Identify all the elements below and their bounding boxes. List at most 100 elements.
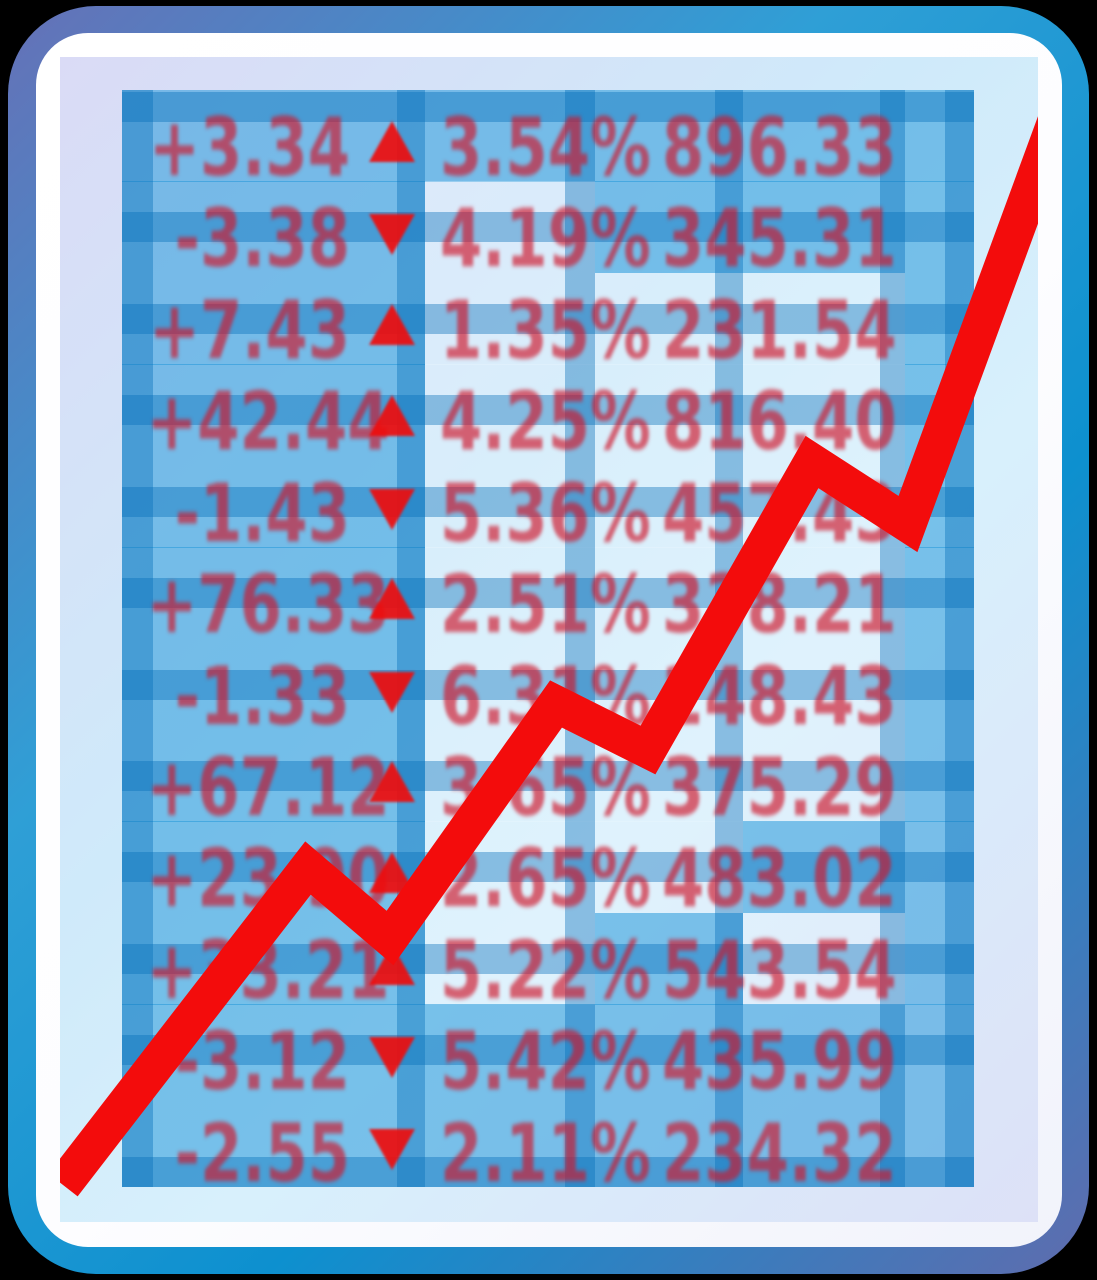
change-value: -1.33 — [174, 649, 350, 743]
arrow-down-icon — [369, 214, 415, 256]
change-value: +76.33 — [146, 558, 390, 652]
arrow-up-icon — [369, 303, 415, 345]
cell-bg — [425, 181, 595, 274]
percent-value: 5.36% — [440, 466, 651, 560]
percent-value: 2.11% — [440, 1106, 651, 1200]
price-value: 483.02 — [662, 832, 897, 926]
cell-bg — [743, 90, 905, 182]
arrow-down-icon — [369, 1037, 415, 1079]
cell-bg — [743, 912, 905, 1005]
arrow-up-icon — [369, 578, 415, 620]
change-value: -2.55 — [174, 1106, 350, 1200]
cell-bg — [905, 547, 974, 639]
table-row: -3.38 4.19% 345.31 — [122, 181, 974, 284]
table-row: +7.43 1.35% 231.54 — [122, 273, 974, 376]
trend-line — [60, 116, 1038, 1197]
cell-bg — [743, 364, 905, 457]
arrow-down-icon — [369, 1128, 415, 1170]
row-stripe — [122, 92, 974, 122]
change-value: +67.12 — [146, 740, 390, 834]
row-stripe — [122, 1035, 974, 1066]
cell-bg — [595, 455, 743, 548]
row-stripe — [122, 578, 974, 609]
cell-bg — [743, 1095, 905, 1188]
cell-bg — [743, 821, 905, 914]
percent-value: 5.42% — [440, 1015, 651, 1109]
cell-bg — [425, 547, 595, 639]
cell-bg — [905, 821, 974, 914]
table-row: -2.55 2.11% 234.32 — [122, 1096, 974, 1198]
arrow-down-icon — [369, 488, 415, 530]
change-value: +7.43 — [149, 283, 350, 377]
row-stripe — [122, 303, 974, 334]
cell-bg — [905, 729, 974, 822]
column-stripe — [565, 90, 595, 1187]
price-value: 375.29 — [662, 740, 897, 834]
change-value: -3.38 — [174, 192, 350, 286]
row-stripe — [122, 395, 974, 426]
cell-bg — [425, 272, 595, 365]
cell-bg — [595, 272, 743, 365]
percent-value: 5.22% — [440, 923, 651, 1017]
board-panel: +3.34 3.54% 896.33 -3.38 4.19% 345.31 +7.43 1.3… — [60, 57, 1038, 1222]
cell-bg — [595, 90, 743, 182]
cell-bg — [905, 638, 974, 731]
percent-value: 4.25% — [440, 375, 651, 469]
percent-value: 1.35% — [440, 283, 651, 377]
cell-bg — [595, 181, 743, 274]
cell-bg — [905, 90, 974, 182]
column-stripe — [880, 90, 905, 1187]
cell-bg — [595, 1004, 743, 1097]
table-row: +67.12 3.65% 375.29 — [122, 730, 974, 833]
cell-bg — [595, 912, 743, 1005]
column-stripes-layer — [122, 90, 974, 1187]
stock-table: +3.34 3.54% 896.33 -3.38 4.19% 345.31 +7.43 1.3… — [122, 90, 974, 1199]
change-value: +42.44 — [146, 375, 390, 469]
cell-bg — [743, 1004, 905, 1097]
cell-bg — [425, 455, 595, 548]
cell-bg — [595, 364, 743, 457]
table-row: +76.33 2.51% 338.21 — [122, 547, 974, 650]
cell-bg — [595, 1095, 743, 1188]
row-stripe — [122, 760, 974, 791]
change-value: +3.34 — [149, 101, 350, 194]
row-stripe — [122, 852, 974, 883]
table-row: +42.44 4.25% 816.40 — [122, 364, 974, 467]
arrow-up-icon — [369, 121, 415, 162]
price-value: 543.54 — [662, 923, 897, 1017]
column-stripe — [397, 90, 425, 1187]
cell-bg — [905, 1095, 974, 1188]
row-stripe — [122, 1156, 974, 1187]
cell-bg — [595, 821, 743, 914]
cell-bg — [743, 638, 905, 731]
white-inset: +3.34 3.54% 896.33 -3.38 4.19% 345.31 +7.43 1.3… — [36, 33, 1062, 1247]
row-stripe — [122, 212, 974, 243]
arrow-up-icon — [369, 395, 415, 437]
cell-bg — [743, 272, 905, 365]
cell-bg — [425, 912, 595, 1005]
price-value: 896.33 — [662, 101, 897, 194]
price-value: 231.54 — [662, 283, 897, 377]
arrow-up-icon — [369, 760, 415, 802]
cell-bg — [425, 1004, 595, 1097]
cell-bg — [743, 729, 905, 822]
column-stripe — [945, 90, 974, 1187]
cell-bg — [425, 1095, 595, 1188]
percent-value: 2.51% — [440, 558, 651, 652]
column-stripe — [122, 90, 153, 1187]
cell-bg — [425, 90, 595, 182]
cell-bg — [905, 181, 974, 274]
cell-bg — [743, 181, 905, 274]
cell-bg — [905, 912, 974, 1005]
arrow-down-icon — [369, 671, 415, 713]
price-value: 234.32 — [662, 1106, 897, 1200]
change-value: -1.43 — [174, 466, 350, 560]
price-value: 435.99 — [662, 1015, 897, 1109]
cell-bg — [425, 364, 595, 457]
price-value: 816.40 — [662, 375, 897, 469]
percent-value: 4.19% — [440, 192, 651, 286]
text-layer: +3.34 3.54% 896.33 -3.38 4.19% 345.31 +7.43 1.3… — [122, 90, 974, 1199]
price-value: 345.31 — [662, 192, 897, 286]
outer-frame: +3.34 3.54% 896.33 -3.38 4.19% 345.31 +7.43 1.3… — [8, 6, 1089, 1274]
cell-bg — [905, 1004, 974, 1097]
